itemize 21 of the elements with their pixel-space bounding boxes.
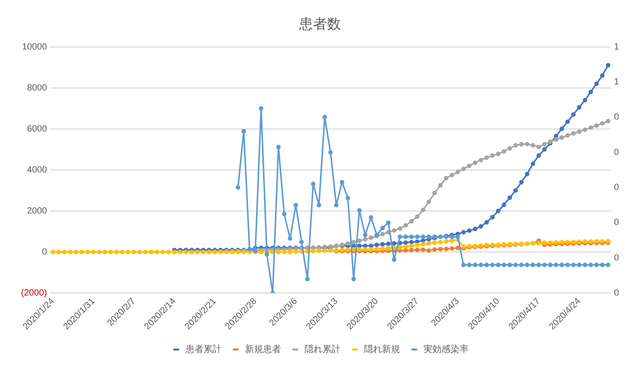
legend-label: 実効感染率 [423,344,468,354]
legend-label: 患者累計 [184,344,222,354]
y2-tick-label: 1 [614,41,620,52]
legend-label: 新規患者 [244,344,281,354]
y2-tick-label: 0 [614,252,620,262]
y-tick-label: 8000 [26,82,48,92]
y-tick-label: 6000 [26,123,48,134]
y-tick-label: (2000) [21,288,48,298]
y2-tick-label: 0 [614,217,620,228]
y2-tick-label: 0 [614,288,620,298]
y2-tick-label: 0 [614,146,620,157]
y-tick-label: 4000 [26,164,48,174]
y2-tick-label: 1 [614,76,620,86]
y-tick-label: 0 [42,246,48,256]
chart-title: 患者数 [298,15,341,32]
y-tick-label: 10000 [22,41,48,52]
y-tick-label: 2000 [26,205,48,216]
y2-tick-label: 0 [614,182,620,192]
legend-label: 隠れ累計 [304,344,340,354]
legend-label: 隠れ新規 [364,344,400,354]
y2-tick-label: 0 [614,112,620,122]
